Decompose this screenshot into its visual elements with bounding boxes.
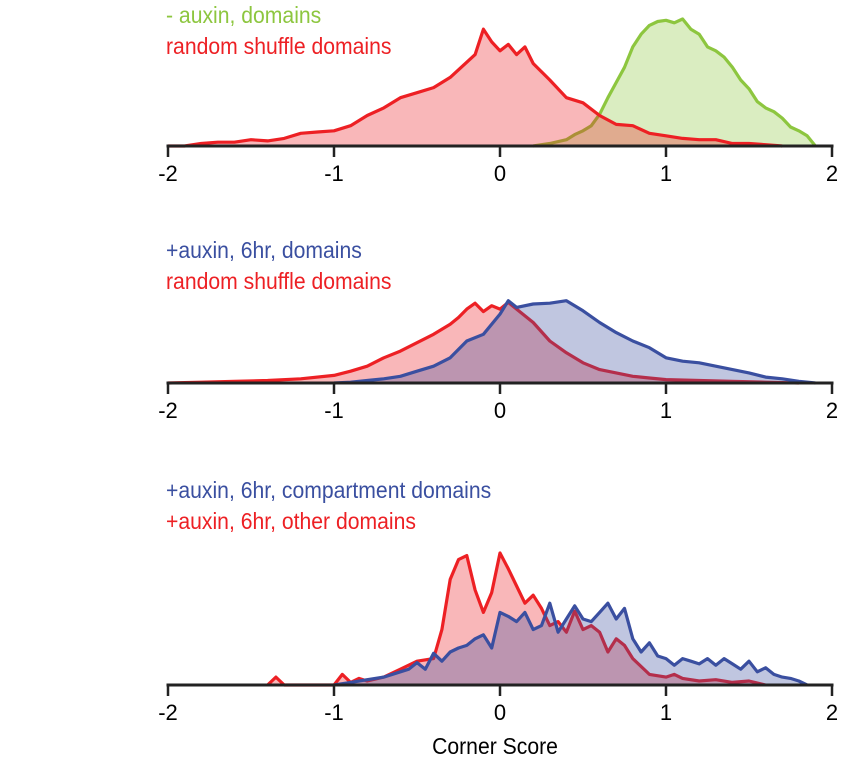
legend-panel-1: - auxin, domains random shuffle domains (166, 0, 391, 62)
legend-panel-2: +auxin, 6hr, domains random shuffle doma… (166, 235, 391, 297)
line-random-shuffle-domains (168, 27, 783, 148)
area-auxin-6hr-other-domains (267, 553, 766, 685)
panel-1: -2 -1 0 1 2 (158, 17, 838, 186)
legend-label-compartment-domains: +auxin, 6hr, compartment domains (166, 477, 492, 503)
x-tick-label: -1 (324, 161, 344, 186)
x-tick-label: 0 (494, 398, 506, 423)
legend-label-plus-auxin-domains: +auxin, 6hr, domains (166, 237, 362, 263)
area-auxin-6hr-compartment-domains (334, 603, 808, 685)
x-tick-label: -1 (324, 700, 344, 725)
x-tick-label: 1 (660, 161, 672, 186)
x-tick-label: -1 (324, 398, 344, 423)
line-auxin-domains (532, 17, 817, 148)
x-tick-label: 0 (494, 161, 506, 186)
panel-3: -2 -1 0 1 2 (158, 551, 838, 725)
legend-label-minus-auxin: - auxin, domains (166, 2, 322, 28)
x-axis-label: Corner Score (432, 733, 558, 759)
area-auxin-domains (533, 19, 816, 146)
legend-label-other-domains: +auxin, 6hr, other domains (166, 508, 416, 534)
x-tick-label: -2 (158, 398, 178, 423)
x-tick-label: 2 (826, 398, 838, 423)
line-auxin-6hr-domains (333, 299, 816, 385)
area-random-shuffle-domains (168, 29, 783, 147)
x-tick-label: 0 (494, 700, 506, 725)
legend-panel-3: +auxin, 6hr, compartment domains +auxin,… (166, 475, 491, 537)
line-auxin-6hr-compartment-domains (333, 601, 808, 687)
line-random-shuffle-domains (167, 300, 799, 385)
legend-label-random-shuffle: random shuffle domains (166, 268, 392, 294)
x-tick-label: 1 (660, 700, 672, 725)
panel-2: -2 -1 0 1 2 (158, 299, 838, 423)
area-random-shuffle-domains (168, 302, 799, 383)
legend-label-random-shuffle: random shuffle domains (166, 33, 392, 59)
x-tick-label: 2 (826, 161, 838, 186)
x-tick-label: 1 (660, 398, 672, 423)
x-tick-label: -2 (158, 700, 178, 725)
x-tick-label: 2 (826, 700, 838, 725)
x-tick-label: -2 (158, 161, 178, 186)
